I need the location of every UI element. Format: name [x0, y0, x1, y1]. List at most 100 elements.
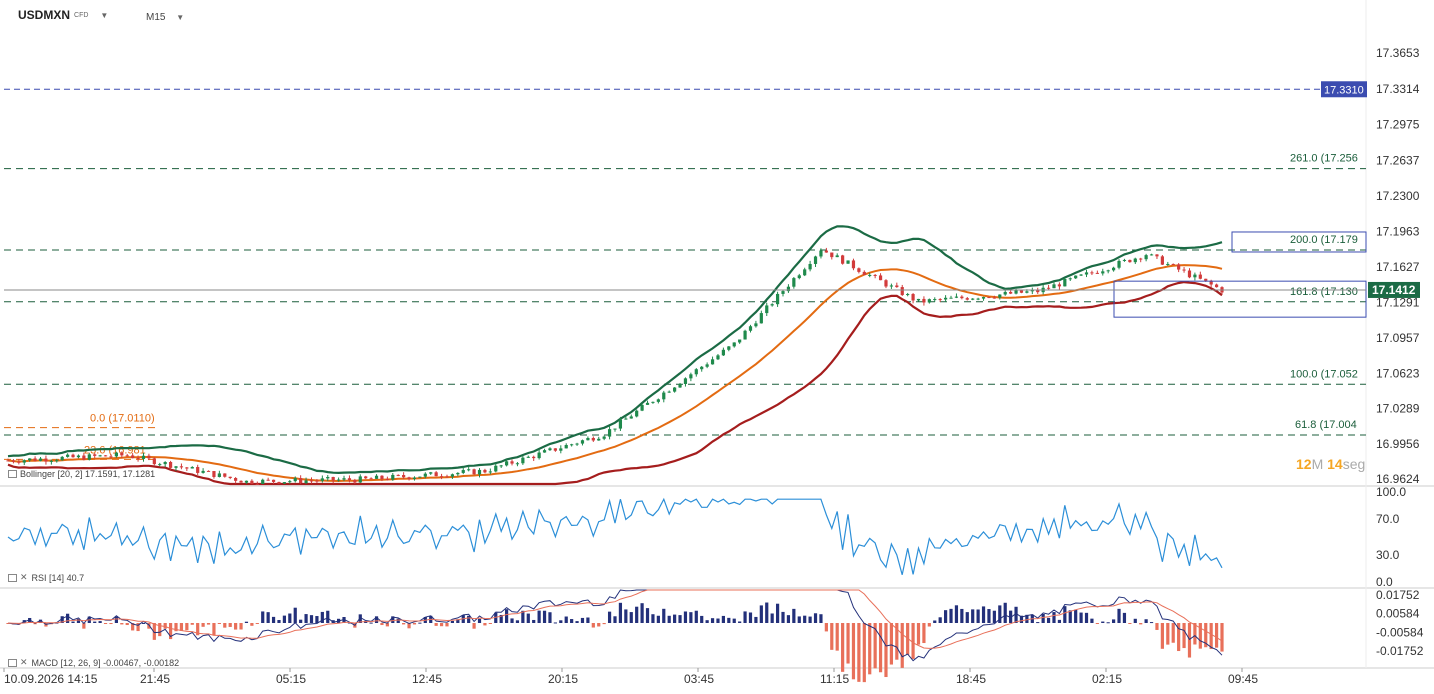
- macd-histogram-bar: [895, 623, 899, 660]
- macd-histogram-bar: [835, 623, 839, 651]
- macd-histogram-bar: [586, 617, 590, 623]
- candle-body: [483, 469, 487, 473]
- target-box: [1231, 231, 1367, 253]
- macd-histogram-bar: [147, 623, 151, 629]
- level-tag-label: 17.3310: [1324, 84, 1364, 96]
- macd-histogram-bar: [862, 623, 866, 683]
- macd-histogram-bar: [136, 623, 140, 632]
- candle-body: [1019, 290, 1024, 293]
- macd-histogram-bar: [347, 622, 352, 624]
- macd-histogram-bar: [1177, 623, 1181, 652]
- candle-body: [304, 480, 308, 483]
- candle-body: [82, 455, 86, 460]
- price-tick: 17.1963: [1376, 225, 1420, 239]
- macd-histogram-bar: [228, 623, 232, 627]
- time-label: 05:15: [276, 672, 306, 686]
- candle-body: [748, 326, 753, 331]
- candle-body: [656, 399, 660, 402]
- settings-icon[interactable]: [8, 470, 17, 478]
- macd-histogram-bar: [1193, 623, 1197, 645]
- candle-body: [499, 465, 503, 467]
- macd-histogram-bar: [1133, 618, 1137, 623]
- macd-legend[interactable]: ✕ MACD [12, 26, 9] -0.00467, -0.00182: [8, 657, 179, 668]
- time-label: 10.09.2026 14:15: [4, 672, 98, 686]
- candle-body: [1106, 270, 1110, 272]
- candle-body: [868, 274, 872, 276]
- current-price-tag: [1368, 281, 1420, 298]
- macd-histogram-bar: [1220, 623, 1224, 652]
- rsi-label: RSI [14] 40.7: [31, 572, 85, 583]
- macd-histogram-bar: [841, 623, 845, 672]
- close-icon[interactable]: ✕: [20, 572, 28, 582]
- candle-body: [163, 462, 167, 465]
- macd-histogram-bar: [309, 615, 314, 623]
- macd-histogram-bar: [223, 623, 227, 628]
- candle-body: [705, 364, 709, 367]
- candle-body: [775, 293, 780, 305]
- macd-histogram-bar: [1182, 623, 1186, 649]
- candle-body: [1090, 272, 1094, 274]
- candle-body: [125, 455, 129, 457]
- settings-icon[interactable]: [8, 573, 17, 582]
- symbol-selector[interactable]: USDMXN CFD ▼: [18, 8, 108, 22]
- macd-histogram-bar: [185, 623, 189, 631]
- macd-histogram-bar: [819, 614, 823, 623]
- macd-histogram-bar: [293, 607, 297, 623]
- macd-histogram-bar: [813, 613, 818, 623]
- macd-histogram-bar: [564, 616, 568, 623]
- candle-body: [55, 460, 59, 462]
- macd-histogram-bar: [775, 603, 780, 623]
- candle-body: [1128, 259, 1132, 263]
- candle-body: [515, 463, 520, 465]
- candle-body: [987, 297, 991, 299]
- macd-histogram-bar: [613, 616, 617, 623]
- candle-body: [673, 387, 677, 392]
- candle-body: [607, 429, 612, 437]
- macd-histogram-bar: [141, 622, 146, 624]
- candle-body: [575, 443, 579, 445]
- macd-histogram-bar: [190, 623, 194, 625]
- candle-body: [17, 461, 21, 463]
- candle-body: [580, 440, 585, 444]
- candle-body: [152, 458, 156, 465]
- price-tick: 17.2300: [1376, 189, 1420, 203]
- price-tick: 16.9624: [1376, 472, 1420, 486]
- macd-histogram-bar: [374, 616, 379, 623]
- time-label: 12:45: [412, 672, 442, 686]
- timer-minutes-unit: M: [1311, 456, 1324, 472]
- rsi-tick: 0.0: [1376, 575, 1393, 589]
- macd-histogram-bar: [1019, 615, 1024, 623]
- macd-histogram-bar: [1112, 619, 1116, 623]
- level-tag: [1321, 81, 1367, 98]
- macd-histogram-bar: [824, 623, 828, 632]
- macd-histogram-bar: [505, 609, 509, 623]
- macd-histogram-bar: [683, 611, 688, 623]
- rsi-legend[interactable]: ✕ RSI [14] 40.7: [8, 572, 84, 583]
- candle-body: [1144, 255, 1148, 260]
- macd-histogram-bar: [163, 623, 167, 629]
- macd-histogram-bar: [629, 612, 633, 623]
- macd-histogram-bar: [450, 620, 455, 623]
- macd-histogram-bar: [439, 623, 444, 627]
- fib-label: 261.0 (17.256: [1290, 153, 1358, 165]
- bollinger-upper: [7, 225, 1223, 475]
- macd-histogram-bar: [103, 623, 108, 625]
- macd-histogram-bar: [38, 619, 43, 623]
- macd-histogram-bar: [738, 621, 742, 623]
- macd-histogram-bar: [271, 616, 276, 623]
- fib-label: 161.8 (17.130: [1290, 286, 1358, 298]
- candle-body: [900, 287, 904, 296]
- candle-body: [1149, 254, 1154, 256]
- candle-body: [201, 470, 205, 473]
- macd-histogram-bar: [911, 623, 915, 659]
- close-icon[interactable]: ✕: [20, 657, 28, 667]
- rsi-tick: 30.0: [1376, 548, 1400, 562]
- macd-histogram-bar: [645, 608, 650, 623]
- macd-histogram-bar: [537, 610, 541, 623]
- macd-histogram-bar: [797, 616, 801, 623]
- candle-body: [66, 454, 70, 457]
- settings-icon[interactable]: [8, 658, 17, 667]
- bollinger-legend[interactable]: Bollinger [20, 2] 17.1591, 17.1281: [8, 469, 155, 479]
- timeframe-selector[interactable]: M15 ▼: [146, 12, 184, 23]
